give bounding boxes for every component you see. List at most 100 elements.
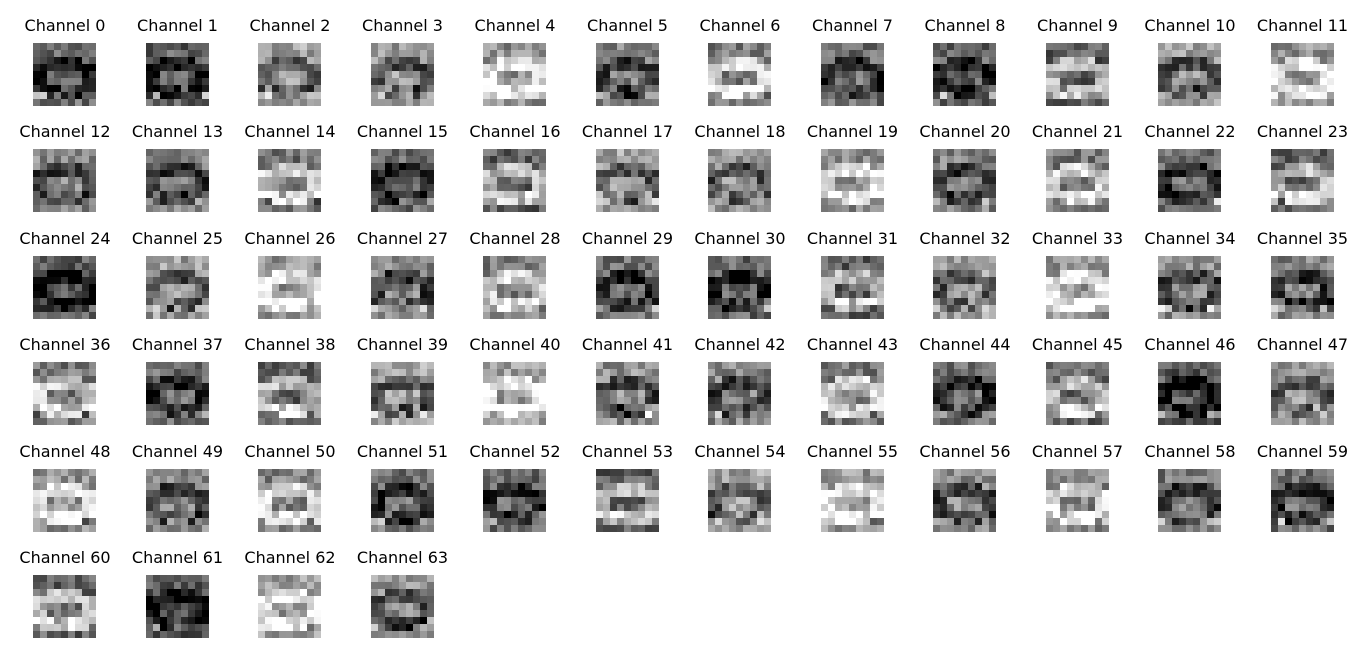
channel-cell: Channel 47 [1247, 336, 1359, 431]
channel-title: Channel 22 [1144, 122, 1236, 141]
channel-title: Channel 35 [1256, 229, 1349, 248]
channel-feature-map [1158, 362, 1221, 425]
channel-feature-map [145, 43, 209, 106]
channel-feature-map [370, 149, 434, 212]
channel-cell: Channel 18 [684, 123, 796, 218]
channel-feature-map [820, 43, 884, 106]
channel-cell: Channel 6 [684, 17, 796, 112]
channel-title: Channel 50 [244, 442, 336, 461]
channel-title: Channel 52 [469, 442, 561, 461]
channel-title: Channel 40 [469, 335, 561, 354]
channel-feature-map [33, 256, 96, 319]
channel-title: Channel 9 [1037, 16, 1118, 35]
channel-title: Channel 60 [19, 548, 111, 567]
channel-feature-map [33, 469, 96, 532]
channel-cell: Channel 29 [572, 230, 684, 325]
channel-title: Channel 49 [131, 442, 224, 461]
channel-feature-map [1158, 469, 1221, 532]
channel-feature-map [708, 149, 771, 212]
channel-title: Channel 17 [581, 122, 674, 141]
channel-title: Channel 37 [131, 335, 224, 354]
channel-title: Channel 15 [356, 122, 449, 141]
channel-feature-map [370, 256, 434, 319]
channel-title: Channel 24 [19, 229, 111, 248]
channel-cell: Channel 51 [347, 443, 459, 538]
channel-feature-map [258, 469, 321, 532]
channel-feature-map [595, 43, 659, 106]
channel-cell: Channel 26 [234, 230, 346, 325]
channel-feature-map [1045, 43, 1109, 106]
channel-feature-map [370, 362, 434, 425]
channel-cell: Channel 58 [1134, 443, 1246, 538]
channel-cell: Channel 7 [797, 17, 909, 112]
channel-title: Channel 23 [1256, 122, 1349, 141]
channel-title: Channel 63 [356, 548, 449, 567]
channel-cell: Channel 1 [122, 17, 234, 112]
channel-feature-map [1158, 149, 1221, 212]
channel-feature-map [1270, 149, 1334, 212]
channel-title: Channel 13 [131, 122, 224, 141]
channel-cell: Channel 57 [1022, 443, 1134, 538]
channel-feature-map [595, 469, 659, 532]
channel-title: Channel 42 [694, 335, 786, 354]
channel-cell: Channel 54 [684, 443, 796, 538]
channel-cell: Channel 44 [909, 336, 1021, 431]
channel-cell: Channel 35 [1247, 230, 1359, 325]
channel-feature-map [1045, 362, 1109, 425]
channel-feature-map [258, 362, 321, 425]
channel-feature-map [145, 149, 209, 212]
channel-feature-map [483, 149, 546, 212]
channel-feature-map [370, 469, 434, 532]
channel-title: Channel 7 [812, 16, 893, 35]
channel-feature-map [258, 256, 321, 319]
channel-title: Channel 36 [19, 335, 111, 354]
channel-title: Channel 46 [1144, 335, 1236, 354]
channel-feature-map [483, 43, 546, 106]
channel-cell: Channel 19 [797, 123, 909, 218]
channel-feature-map [933, 469, 996, 532]
channel-title: Channel 16 [469, 122, 561, 141]
channel-cell: Channel 23 [1247, 123, 1359, 218]
channel-feature-map [258, 43, 321, 106]
channel-title: Channel 47 [1256, 335, 1349, 354]
channel-title: Channel 25 [131, 229, 224, 248]
channel-title: Channel 33 [1031, 229, 1124, 248]
channel-cell: Channel 62 [234, 549, 346, 644]
channel-title: Channel 12 [19, 122, 111, 141]
channel-cell: Channel 32 [909, 230, 1021, 325]
channel-cell: Channel 25 [122, 230, 234, 325]
channel-feature-map [595, 256, 659, 319]
channel-title: Channel 58 [1144, 442, 1236, 461]
channel-cell: Channel 60 [9, 549, 121, 644]
channel-feature-map [708, 256, 771, 319]
channel-cell: Channel 59 [1247, 443, 1359, 538]
channel-title: Channel 41 [581, 335, 674, 354]
channel-cell: Channel 2 [234, 17, 346, 112]
channel-title: Channel 3 [362, 16, 443, 35]
channel-cell: Channel 61 [122, 549, 234, 644]
channel-cell: Channel 13 [122, 123, 234, 218]
channel-feature-map [483, 469, 546, 532]
channel-cell: Channel 46 [1134, 336, 1246, 431]
channel-feature-map [595, 362, 659, 425]
channel-feature-map [1270, 43, 1334, 106]
channel-cell: Channel 42 [684, 336, 796, 431]
channel-title: Channel 21 [1031, 122, 1124, 141]
channel-cell: Channel 22 [1134, 123, 1246, 218]
channel-cell: Channel 56 [909, 443, 1021, 538]
channel-feature-map [708, 43, 771, 106]
channel-feature-map [1270, 256, 1334, 319]
channel-cell: Channel 48 [9, 443, 121, 538]
channel-title: Channel 57 [1031, 442, 1124, 461]
channel-cell: Channel 34 [1134, 230, 1246, 325]
channel-cell: Channel 49 [122, 443, 234, 538]
channel-cell: Channel 24 [9, 230, 121, 325]
channel-title: Channel 11 [1256, 16, 1349, 35]
channel-feature-map [33, 575, 96, 638]
channel-title: Channel 44 [919, 335, 1011, 354]
channel-cell: Channel 15 [347, 123, 459, 218]
channel-title: Channel 6 [699, 16, 781, 35]
channel-feature-map [370, 43, 434, 106]
channel-cell: Channel 36 [9, 336, 121, 431]
channel-cell: Channel 12 [9, 123, 121, 218]
